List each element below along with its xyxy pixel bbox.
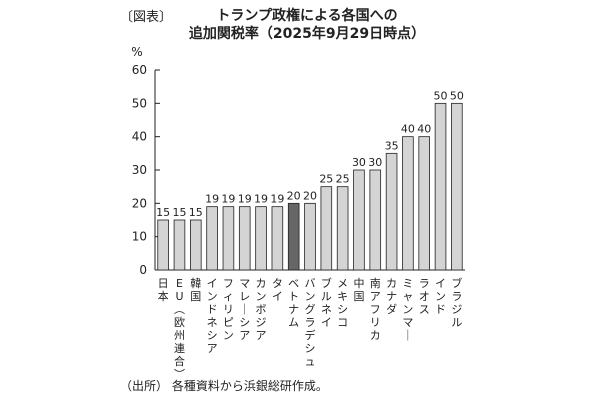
bar xyxy=(255,206,267,271)
category-label: ベトナム xyxy=(288,277,299,329)
category-label: ラオス xyxy=(419,277,430,316)
bar-value-label: 19 xyxy=(270,193,284,206)
category-label: 南アフリカ xyxy=(370,277,381,342)
y-tick-label: 50 xyxy=(132,96,147,110)
bar xyxy=(271,206,284,271)
bar xyxy=(173,219,186,271)
bar xyxy=(206,206,218,271)
bar xyxy=(369,169,382,271)
category-label: バングラデシュ xyxy=(305,277,316,368)
category-label: カナダ xyxy=(386,277,397,316)
bar-value-label: 30 xyxy=(368,156,382,169)
category-label: メキシコ xyxy=(337,277,348,329)
y-tick-label: 40 xyxy=(132,130,147,144)
bar-value-label: 25 xyxy=(319,173,333,186)
bar-value-label: 15 xyxy=(172,206,186,219)
category-label: インドネシア xyxy=(207,277,218,355)
category-label: ブラジル xyxy=(451,276,462,329)
bar xyxy=(336,186,349,271)
bar xyxy=(385,152,398,271)
category-label: マレ｜シア xyxy=(239,277,250,342)
y-tick-label: 0 xyxy=(139,263,147,277)
y-tick-label: 10 xyxy=(132,230,147,244)
bar xyxy=(287,202,300,271)
bar-value-label: 40 xyxy=(401,123,415,136)
y-axis-unit-label: % xyxy=(131,45,142,59)
figure-label: 〔図表〕 xyxy=(120,10,173,25)
bar xyxy=(353,169,365,271)
bar xyxy=(304,202,316,271)
category-label: カンボジア xyxy=(256,277,267,342)
bar-value-label: 40 xyxy=(417,123,431,136)
y-tick-label: 60 xyxy=(132,63,147,77)
category-label: 中国 xyxy=(353,277,364,303)
bar-value-label: 15 xyxy=(156,206,170,219)
bar-value-label: 19 xyxy=(205,193,219,206)
bar-value-label: 15 xyxy=(189,206,203,219)
bar xyxy=(434,102,447,271)
bar-value-label: 19 xyxy=(254,193,268,206)
bar-value-label: 35 xyxy=(385,139,399,152)
bar-value-label: 30 xyxy=(352,156,366,169)
bar-value-label: 20 xyxy=(287,189,301,202)
bar-value-label: 50 xyxy=(434,89,448,102)
y-tick-label: 20 xyxy=(132,196,147,210)
bar xyxy=(190,219,202,271)
bar xyxy=(238,206,251,271)
source-note: （出所） 各種資料から浜銀総研作成。 xyxy=(120,379,328,393)
chart-title-line2: 追加関税率（2025年9月29日時点） xyxy=(188,26,426,42)
chart-title-line1: トランプ政権による各国への xyxy=(216,8,398,24)
bar xyxy=(418,136,430,271)
category-label: 日本 xyxy=(158,277,169,303)
bar-value-label: 19 xyxy=(221,193,235,206)
category-label: タイ xyxy=(272,277,283,303)
bar xyxy=(402,136,414,271)
bar-value-label: 50 xyxy=(450,89,464,102)
y-tick-label: 30 xyxy=(132,163,147,177)
category-label: 韓国 xyxy=(190,277,201,303)
bar-value-label: 25 xyxy=(336,173,350,186)
category-label: インド xyxy=(435,277,446,316)
bar xyxy=(157,219,169,271)
bar xyxy=(320,186,333,271)
bar-value-label: 19 xyxy=(238,193,252,206)
bar-value-label: 20 xyxy=(303,189,317,202)
category-label: フィリピン xyxy=(223,277,234,342)
bar xyxy=(451,102,463,271)
category-label: ミャンマ｜ xyxy=(402,277,413,342)
category-label: E U ︵欧州連合︶ xyxy=(174,277,185,381)
category-label: ブルネイ xyxy=(321,276,332,329)
bar xyxy=(222,206,235,271)
